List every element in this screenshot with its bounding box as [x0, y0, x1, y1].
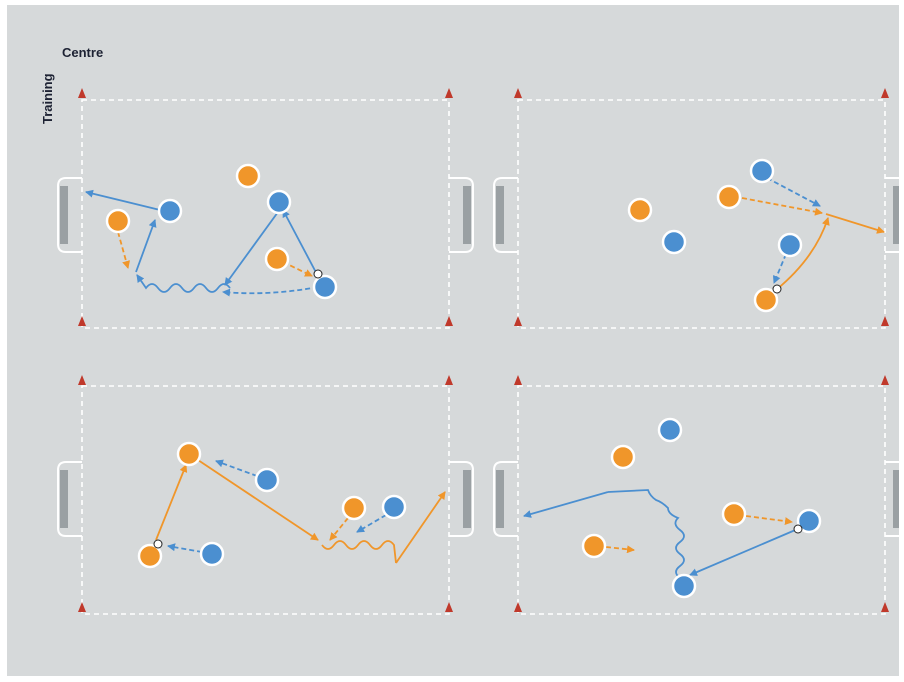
goal-icon: [493, 461, 518, 537]
player-blue: [661, 229, 687, 255]
pass-arrow: [741, 197, 823, 216]
cone-icon: [514, 602, 522, 612]
pass-arrow: [222, 286, 319, 297]
diagram-top-left: [57, 88, 474, 329]
pass-arrow: [85, 189, 161, 211]
pitch-outline: [517, 385, 886, 615]
cone-icon: [78, 316, 86, 326]
cone-icon: [78, 602, 86, 612]
goal-icon: [885, 177, 901, 253]
player-blue: [199, 541, 225, 567]
run-arrow: [135, 219, 157, 273]
cone-icon: [445, 316, 453, 326]
player-blue: [796, 508, 822, 534]
player-orange: [581, 533, 607, 559]
diagram-bottom-right: [493, 375, 901, 615]
player-blue: [749, 158, 775, 184]
pass-arrow: [689, 527, 801, 576]
goal-icon: [57, 177, 82, 253]
press-arrow: [215, 459, 258, 477]
player-blue: [312, 274, 338, 300]
goal-icon: [449, 461, 474, 537]
press-arrow: [772, 253, 787, 284]
run-arrow: [282, 209, 321, 281]
player-orange: [264, 246, 290, 272]
press-arrow: [329, 517, 349, 541]
diagram-bottom-left: [57, 375, 474, 615]
run-arrow: [224, 211, 279, 286]
goal-icon: [449, 177, 474, 253]
player-blue: [266, 189, 292, 215]
goal-icon: [885, 461, 901, 537]
player-blue: [157, 198, 183, 224]
player-orange: [721, 501, 747, 527]
press-arrow: [117, 231, 130, 269]
dribble-line: [607, 489, 685, 579]
cone-icon: [78, 88, 86, 98]
goal-icon: [57, 461, 82, 537]
player-orange: [753, 287, 779, 313]
player-orange: [235, 163, 261, 189]
cone-icon: [881, 375, 889, 385]
press-arrow: [167, 543, 203, 553]
player-blue: [657, 417, 683, 443]
cone-icon: [78, 375, 86, 385]
ball-icon: [153, 539, 163, 549]
diagram-top-right: [493, 88, 901, 329]
pass-arrow: [155, 464, 188, 541]
player-blue: [381, 494, 407, 520]
pitch-outline: [517, 99, 886, 329]
player-blue: [254, 467, 280, 493]
player-orange: [176, 441, 202, 467]
press-arrow: [605, 545, 635, 554]
run-arrow: [395, 491, 446, 564]
ball-icon: [793, 524, 803, 534]
dribble-line: [136, 274, 231, 293]
goal-icon: [493, 177, 518, 253]
cone-icon: [881, 88, 889, 98]
player-blue: [671, 573, 697, 599]
player-blue: [777, 232, 803, 258]
press-arrow: [282, 261, 313, 277]
cone-icon: [445, 88, 453, 98]
pitch-outline: [81, 385, 450, 615]
cone-icon: [445, 375, 453, 385]
press-arrow: [766, 177, 821, 207]
player-orange: [610, 444, 636, 470]
player-orange: [341, 495, 367, 521]
cone-icon: [881, 316, 889, 326]
ball-icon: [313, 269, 323, 279]
brand-word-centre: Centre: [62, 45, 104, 60]
player-orange: [137, 543, 163, 569]
player-orange: [105, 208, 131, 234]
cone-icon: [445, 602, 453, 612]
press-arrow: [745, 515, 793, 526]
dribble-line: [321, 540, 397, 564]
run-arrow: [825, 213, 885, 234]
run-arrow: [197, 459, 319, 541]
cone-icon: [514, 316, 522, 326]
cone-icon: [514, 88, 522, 98]
run-arrow: [775, 217, 830, 291]
pitch-outline: [81, 99, 450, 329]
ball-icon: [772, 284, 782, 294]
cone-icon: [514, 375, 522, 385]
player-orange: [627, 197, 653, 223]
press-arrow: [356, 514, 387, 533]
pass-arrow: [523, 491, 609, 518]
cone-icon: [881, 602, 889, 612]
player-orange: [716, 184, 742, 210]
